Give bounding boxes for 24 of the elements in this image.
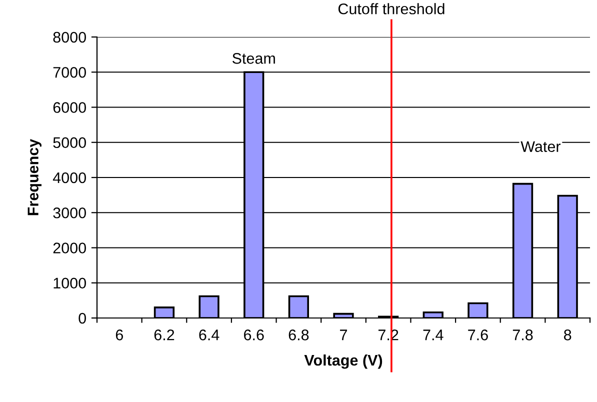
y-tick-label: 0 xyxy=(78,312,86,324)
x-tick-label: 7.6 xyxy=(468,330,488,340)
y-tick-label: 8000 xyxy=(53,32,86,43)
ref-line-label: Cutoff threshold xyxy=(338,3,444,14)
y-tick-label: 7000 xyxy=(53,66,86,78)
y-axis-title: Frequency xyxy=(28,138,42,216)
y-tick-label: 5000 xyxy=(53,137,86,148)
x-tick-label: 7.4 xyxy=(423,330,444,340)
y-tick-label: 1000 xyxy=(54,278,86,289)
x-axis-title: Voltage (V) xyxy=(304,354,382,369)
x-tick-label: 6.6 xyxy=(244,330,264,340)
x-tick-label: 6 xyxy=(116,330,123,340)
y-tick-label: 2000 xyxy=(53,242,86,254)
x-tick-label: 6.2 xyxy=(154,330,174,340)
y-tick-label: 3000 xyxy=(53,207,86,218)
y-tick-label: 6000 xyxy=(53,102,86,113)
annotation: Steam xyxy=(232,53,275,64)
x-tick-label: 7.8 xyxy=(512,330,533,340)
x-tick-label: 6.8 xyxy=(288,330,309,340)
x-tick-label: 6.4 xyxy=(199,330,220,340)
x-tick-label: 8 xyxy=(564,330,572,340)
annotation: Water xyxy=(520,141,561,152)
x-tick-label: 7 xyxy=(340,330,347,340)
y-tick-label: 4000 xyxy=(52,172,86,184)
